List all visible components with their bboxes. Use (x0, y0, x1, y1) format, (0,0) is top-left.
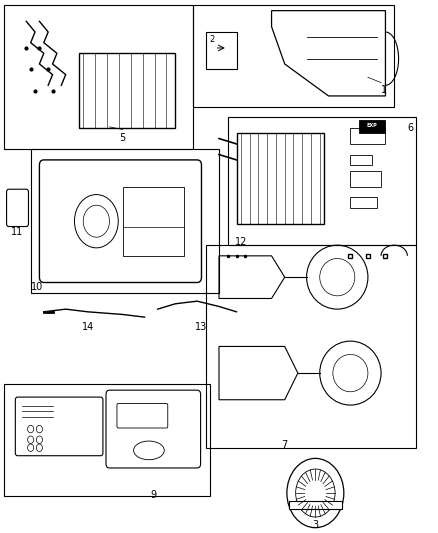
FancyBboxPatch shape (289, 501, 342, 509)
Text: 13: 13 (195, 322, 208, 333)
Text: 5: 5 (120, 133, 126, 143)
FancyBboxPatch shape (206, 32, 237, 69)
Text: 9: 9 (150, 490, 156, 500)
Text: 12: 12 (235, 237, 247, 247)
FancyBboxPatch shape (106, 390, 201, 468)
Text: 2: 2 (210, 35, 215, 44)
FancyBboxPatch shape (237, 133, 324, 224)
FancyBboxPatch shape (350, 171, 381, 187)
FancyBboxPatch shape (39, 160, 201, 282)
Text: 3: 3 (312, 520, 318, 530)
FancyBboxPatch shape (79, 53, 175, 128)
Text: EXP: EXP (367, 123, 378, 128)
Text: 14: 14 (81, 322, 94, 333)
Text: 11: 11 (11, 227, 24, 237)
FancyBboxPatch shape (7, 189, 28, 227)
Text: 7: 7 (282, 440, 288, 450)
FancyBboxPatch shape (15, 397, 103, 456)
FancyBboxPatch shape (117, 403, 168, 428)
FancyBboxPatch shape (359, 120, 385, 133)
FancyBboxPatch shape (350, 155, 372, 165)
FancyBboxPatch shape (350, 128, 385, 144)
Text: 1: 1 (381, 85, 387, 95)
Text: 10: 10 (31, 282, 43, 293)
Text: 6: 6 (407, 123, 413, 133)
FancyBboxPatch shape (350, 197, 377, 208)
FancyBboxPatch shape (123, 187, 184, 256)
